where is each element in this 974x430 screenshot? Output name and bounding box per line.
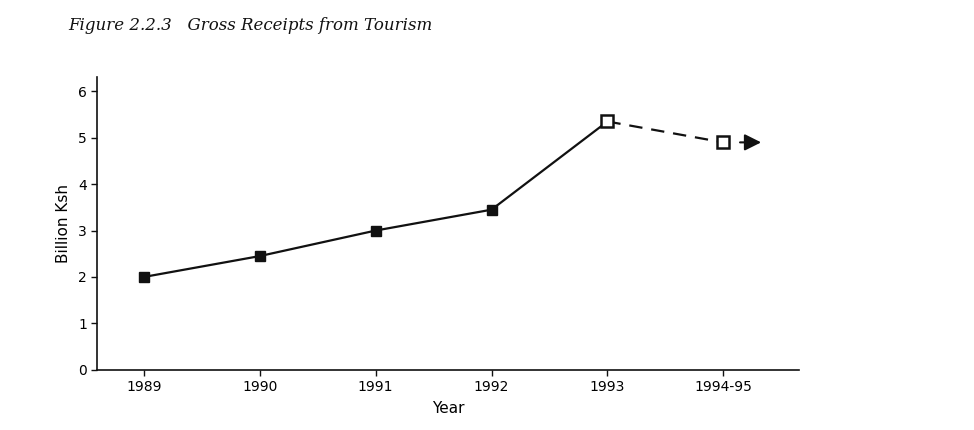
Text: Figure 2.2.3   Gross Receipts from Tourism: Figure 2.2.3 Gross Receipts from Tourism	[68, 17, 432, 34]
Y-axis label: Billion Ksh: Billion Ksh	[56, 184, 71, 263]
X-axis label: Year: Year	[431, 401, 465, 416]
